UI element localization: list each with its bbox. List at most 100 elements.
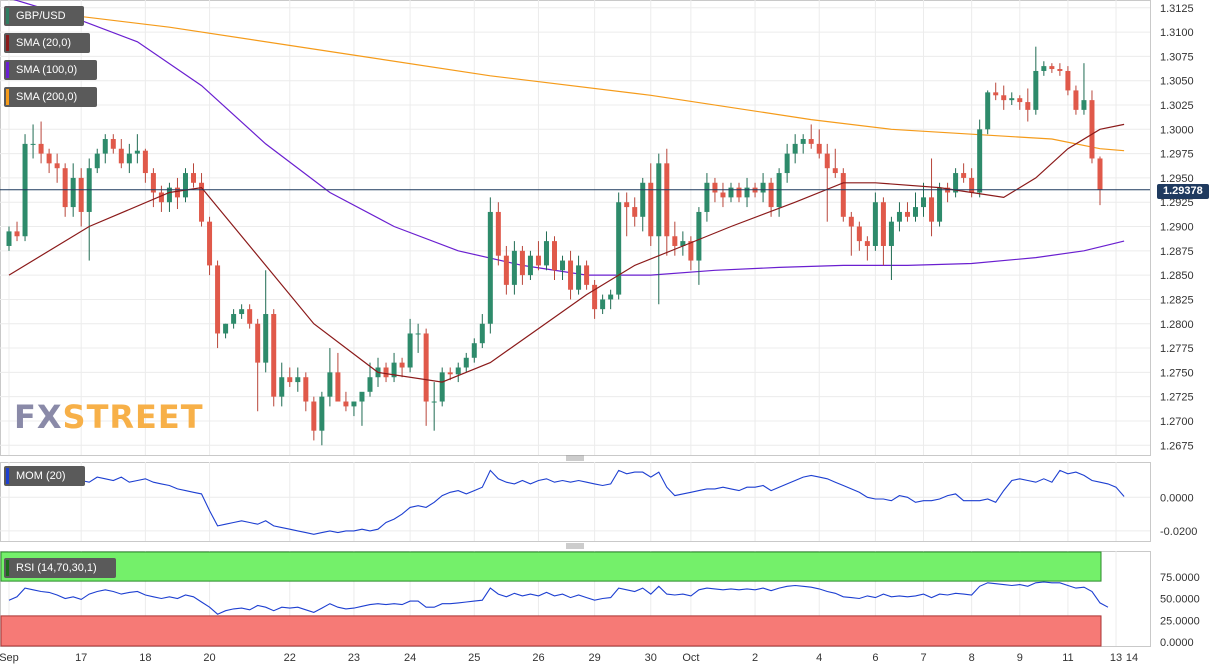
legend-label: SMA (200,0) (16, 91, 78, 103)
candle-body (263, 314, 269, 363)
legend-sma20[interactable]: SMA (20,0) (4, 33, 90, 53)
candle-body (816, 143, 822, 154)
candle-body (319, 396, 325, 431)
date-label: 11 (1062, 652, 1073, 664)
candle-body (664, 163, 670, 237)
candle-body (784, 153, 790, 174)
candle-body (937, 187, 943, 222)
date-label: 7 (920, 652, 926, 664)
mom-tick-label: 0.0000 (1160, 492, 1194, 504)
candle-body (182, 173, 188, 198)
legend-mom[interactable]: MOM (20) (4, 466, 85, 486)
current-price-tag: 1.29378 (1157, 184, 1209, 199)
candle-body (840, 173, 846, 217)
candle-body (30, 143, 36, 145)
candle-body (896, 211, 902, 222)
rsi-tick-label: 50.0000 (1160, 594, 1200, 606)
candle-body (255, 323, 261, 363)
date-label: 30 (645, 652, 657, 664)
candle-body (600, 299, 606, 310)
candle-body (800, 139, 806, 144)
date-label: Sep (0, 652, 19, 664)
date-label: 18 (139, 652, 151, 664)
price-tick-label: 1.2975 (1160, 149, 1194, 161)
candle-body (824, 153, 830, 169)
candle-body (46, 153, 52, 164)
candle-body (969, 177, 975, 193)
candle-body (560, 260, 566, 271)
candle-body (856, 226, 862, 242)
candle-body (1001, 95, 1007, 101)
candle-body (832, 168, 838, 174)
candle-body (543, 241, 549, 266)
candle-body (239, 309, 245, 315)
candle-body (1009, 98, 1015, 101)
candle-body (760, 182, 766, 193)
candle-body (54, 163, 60, 169)
candle-body (736, 187, 742, 198)
legend-swatch (6, 8, 9, 24)
rsi-panel (0, 551, 1109, 647)
candle-body (624, 202, 630, 208)
candle-body (993, 92, 999, 96)
candle-body (495, 211, 501, 256)
price-tick-label: 1.2825 (1160, 294, 1194, 306)
candle-body (38, 143, 44, 154)
candle-body (912, 207, 918, 217)
candle-body (207, 221, 213, 266)
price-panel (0, 0, 1150, 446)
price-tick-label: 1.2950 (1160, 173, 1194, 185)
candle-body (961, 173, 967, 178)
candle-body (1081, 100, 1087, 110)
price-tick-label: 1.2875 (1160, 246, 1194, 258)
candle-body (303, 377, 309, 402)
price-tick-label: 1.3075 (1160, 51, 1194, 63)
candle-body (166, 187, 172, 203)
candle-body (158, 192, 164, 203)
legend-swatch (6, 468, 9, 484)
legend-swatch (6, 560, 9, 576)
price-tick-label: 1.3100 (1160, 27, 1194, 39)
candle-body (447, 372, 453, 375)
price-tick-label: 1.2900 (1160, 222, 1194, 234)
legend-sma200[interactable]: SMA (200,0) (4, 87, 97, 107)
candle-body (471, 343, 477, 358)
candle-body (431, 401, 437, 403)
rsi-overbought-zone (0, 551, 1102, 582)
candle-body (335, 372, 341, 402)
legend-swatch (6, 35, 9, 51)
price-tick-label: 1.2925 (1160, 197, 1194, 209)
candle-body (279, 377, 285, 397)
candle-body (62, 168, 68, 208)
candle-body (150, 173, 156, 193)
legend-gbpusd[interactable]: GBP/USD (4, 6, 84, 26)
date-label: 9 (1017, 652, 1023, 664)
candle-body (487, 211, 493, 324)
legend-label: GBP/USD (16, 10, 66, 22)
candle-body (640, 182, 646, 217)
legend-sma100[interactable]: SMA (100,0) (4, 60, 97, 80)
date-label: 8 (969, 652, 975, 664)
candle-body (552, 241, 557, 271)
sma-100-line (13, 0, 1125, 276)
candle-body (14, 231, 20, 237)
sma-20-line (8, 123, 1125, 383)
candle-body (1065, 70, 1071, 91)
legend-rsi[interactable]: RSI (14,70,30,1) (4, 558, 116, 578)
candle-body (199, 182, 205, 222)
fxstreet-logo: FXSTREET (14, 398, 204, 436)
candle-body (680, 241, 686, 246)
candle-body (616, 202, 622, 295)
legend-label: MOM (20) (16, 470, 66, 482)
candle-body (70, 177, 76, 208)
price-tick-label: 1.2775 (1160, 343, 1194, 355)
date-label: 4 (816, 652, 822, 664)
candle-body (1089, 100, 1095, 159)
candle-body (768, 182, 774, 208)
date-label: 29 (588, 652, 600, 664)
date-label: 25 (468, 652, 480, 664)
candle-body (1057, 69, 1063, 71)
candle-body (463, 357, 469, 368)
legend-label: SMA (100,0) (16, 64, 78, 76)
